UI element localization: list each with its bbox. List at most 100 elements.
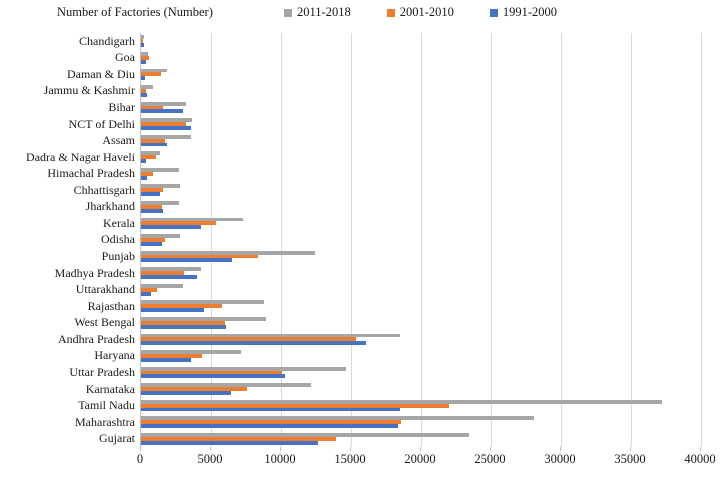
bar-2001-2010: [141, 204, 162, 209]
bar-group-west-bengal: [141, 315, 701, 332]
category-label: Karnataka: [85, 381, 135, 396]
legend-label: 2001-2010: [399, 5, 454, 19]
bar-2011-2018: [141, 134, 192, 139]
bar-1991-2000: [141, 43, 145, 48]
bar-1991-2000: [141, 59, 146, 64]
category-label: Goa: [115, 50, 135, 65]
bar-1991-2000: [141, 374, 285, 379]
bar-2011-2018: [141, 416, 535, 421]
x-tick-label: 20000: [404, 452, 436, 466]
bar-1991-2000: [141, 258, 232, 263]
bar-group-rajasthan: [141, 298, 701, 315]
bar-2001-2010: [141, 337, 356, 342]
bar-2011-2018: [141, 151, 161, 156]
bar-2011-2018: [141, 300, 264, 305]
bar-group-gujarat: [141, 430, 701, 447]
bar-group-karnataka: [141, 381, 701, 398]
bar-group-nct-of-delhi: [141, 116, 701, 133]
gridline-30000: [561, 33, 562, 447]
bar-1991-2000: [141, 341, 366, 346]
bar-group-dadra-nagar-haveli: [141, 149, 701, 166]
bar-2001-2010: [141, 39, 144, 44]
bar-2011-2018: [141, 217, 244, 222]
category-label: Maharashtra: [75, 414, 135, 429]
bar-1991-2000: [141, 126, 191, 130]
x-tick-35000: [630, 447, 631, 451]
bar-1991-2000: [141, 390, 231, 395]
category-label: Bihar: [108, 100, 135, 114]
bar-2001-2010: [141, 304, 223, 309]
x-tick-label: 10000: [264, 452, 296, 466]
bar-2011-2018: [141, 316, 266, 321]
bar-2001-2010: [141, 420, 402, 425]
legend-item-1991-2000: 1991-2000: [489, 5, 557, 20]
bar-1991-2000: [141, 175, 148, 180]
bar-2011-2018: [141, 118, 192, 123]
x-axis-ticks: [140, 447, 701, 451]
bar-group-kerala: [141, 215, 701, 232]
bar-2011-2018: [141, 51, 148, 56]
bar-1991-2000: [141, 159, 146, 164]
bar-2011-2018: [141, 383, 311, 388]
bar-2001-2010: [141, 287, 157, 292]
bar-2001-2010: [141, 188, 163, 193]
bar-1991-2000: [141, 109, 183, 114]
x-tick-label: 25000: [474, 452, 506, 466]
category-label: Haryana: [94, 348, 135, 363]
chart-legend: 2011-2018 2001-2010 1991-2000: [284, 5, 557, 20]
bar-1991-2000: [141, 308, 204, 313]
category-label: Andhra Pradesh: [58, 331, 135, 346]
bar-2001-2010: [141, 55, 149, 60]
bar-1991-2000: [141, 324, 227, 329]
x-tick-label: 35000: [614, 452, 646, 466]
legend-swatch-icon: [489, 8, 498, 17]
legend-swatch-icon: [386, 8, 395, 17]
bar-2011-2018: [141, 35, 144, 40]
x-tick-label: 30000: [544, 452, 576, 466]
bar-2011-2018: [141, 267, 202, 272]
bar-group-madhya-pradesh: [141, 265, 701, 282]
bar-group-chhattisgarh: [141, 182, 701, 199]
bar-2001-2010: [141, 436, 337, 441]
legend-label: 2011-2018: [297, 5, 351, 19]
category-label: Jammu & Kashmir: [43, 83, 135, 98]
x-axis-labels: 0 5000 10000 15000 20000 25000 30000 35000 40000: [137, 452, 716, 468]
bar-1991-2000: [141, 92, 148, 97]
bar-2011-2018: [141, 250, 315, 255]
bar-2001-2010: [141, 122, 186, 127]
gridline-25000: [491, 33, 492, 447]
category-label: Daman & Diu: [67, 66, 135, 81]
bar-group-odisha: [141, 232, 701, 249]
x-tick-5000: [210, 447, 211, 451]
gridline-35000: [631, 33, 632, 447]
category-label: West Bengal: [74, 315, 135, 330]
category-label: Chandigarh: [79, 33, 135, 48]
category-axis-labels: Chandigarh Goa Daman & Diu Jammu & Kashmir B…: [0, 33, 135, 447]
bar-2011-2018: [141, 333, 400, 338]
bar-1991-2000: [141, 424, 399, 428]
x-tick-10000: [280, 447, 281, 451]
category-label: Gujarat: [99, 431, 135, 446]
category-label: Jharkhand: [85, 199, 135, 214]
bar-1991-2000: [141, 225, 201, 230]
bar-2001-2010: [141, 171, 154, 176]
bar-2011-2018: [141, 201, 179, 205]
bar-2001-2010: [141, 254, 259, 259]
category-label: Dadra & Nagar Haveli: [26, 149, 135, 164]
bar-2011-2018: [141, 366, 346, 371]
bar-2011-2018: [141, 68, 167, 73]
bar-2001-2010: [141, 155, 157, 160]
bar-2001-2010: [141, 271, 185, 276]
category-label: Himachal Pradesh: [47, 166, 135, 181]
bar-1991-2000: [141, 291, 151, 296]
x-tick-0: [140, 447, 141, 451]
gridline-20000: [421, 33, 422, 447]
bar-2001-2010: [141, 353, 202, 358]
bar-2001-2010: [141, 105, 163, 110]
category-label: Madhya Pradesh: [54, 265, 135, 280]
bar-2011-2018: [141, 234, 180, 239]
bar-1991-2000: [141, 192, 161, 197]
x-tick-15000: [350, 447, 351, 451]
bar-1991-2000: [141, 357, 191, 362]
